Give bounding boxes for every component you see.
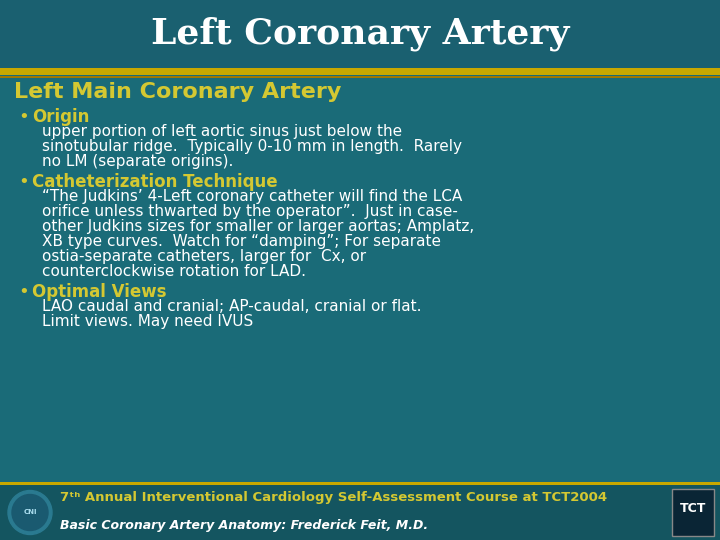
Text: other Judkins sizes for smaller or larger aortas; Amplatz,: other Judkins sizes for smaller or large…	[42, 219, 474, 234]
Text: •: •	[18, 173, 29, 191]
Text: TCT: TCT	[680, 502, 706, 515]
Text: upper portion of left aortic sinus just below the: upper portion of left aortic sinus just …	[42, 124, 402, 139]
Bar	[0, 482, 720, 485]
Text: •: •	[18, 108, 29, 126]
Text: “The Judkins’ 4-Left coronary catheter will find the LCA: “The Judkins’ 4-Left coronary catheter w…	[42, 189, 462, 204]
Text: Catheterization Technique: Catheterization Technique	[32, 173, 278, 191]
Text: •: •	[18, 283, 29, 301]
Text: Left Coronary Artery: Left Coronary Artery	[150, 17, 570, 51]
Text: ostia-separate catheters, larger for  Cx, or: ostia-separate catheters, larger for Cx,…	[42, 249, 366, 264]
Text: Optimal Views: Optimal Views	[32, 283, 166, 301]
Text: Limit views. May need IVUS: Limit views. May need IVUS	[42, 314, 253, 329]
Text: Origin: Origin	[32, 108, 89, 126]
Bar	[0, 485, 720, 540]
Text: Left Main Coronary Artery: Left Main Coronary Artery	[14, 82, 341, 102]
Text: LAO caudal and cranial; AP-caudal, cranial or flat.: LAO caudal and cranial; AP-caudal, crani…	[42, 299, 421, 314]
Text: XB type curves.  Watch for “damping”; For separate: XB type curves. Watch for “damping”; For…	[42, 234, 441, 249]
Text: 7ᵗʰ Annual Interventional Cardiology Self-Assessment Course at TCT2004: 7ᵗʰ Annual Interventional Cardiology Sel…	[60, 491, 607, 504]
Text: Basic Coronary Artery Anatomy: Frederick Feit, M.D.: Basic Coronary Artery Anatomy: Frederick…	[60, 518, 428, 531]
Bar	[0, 0, 720, 68]
Bar	[0, 68, 720, 75]
Circle shape	[12, 495, 48, 530]
Text: counterclockwise rotation for LAD.: counterclockwise rotation for LAD.	[42, 264, 306, 279]
Text: no LM (separate origins).: no LM (separate origins).	[42, 154, 233, 169]
Text: CNI: CNI	[23, 510, 37, 516]
Text: sinotubular ridge.  Typically 0-10 mm in length.  Rarely: sinotubular ridge. Typically 0-10 mm in …	[42, 139, 462, 154]
Bar	[0, 76, 720, 78]
Bar	[672, 489, 714, 536]
Text: orifice unless thwarted by the operator”.  Just in case-: orifice unless thwarted by the operator”…	[42, 204, 458, 219]
Circle shape	[8, 490, 52, 535]
